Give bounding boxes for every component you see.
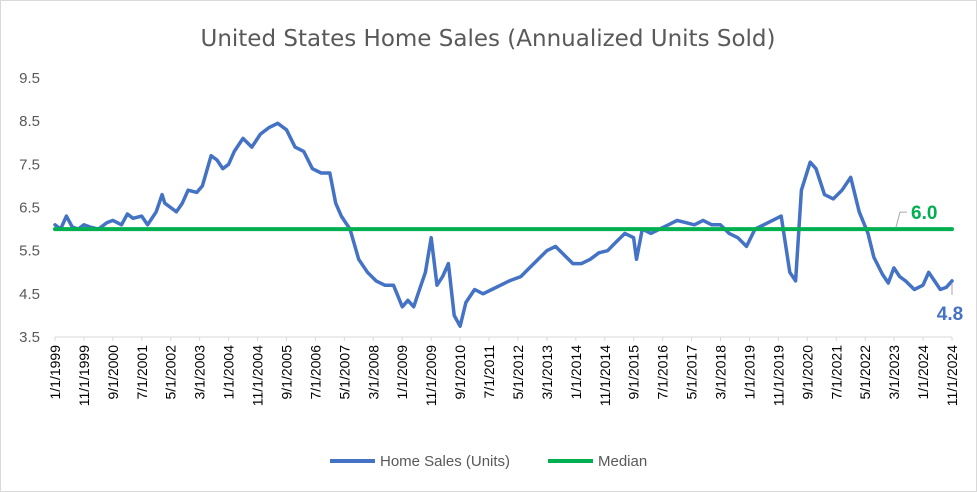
x-tick-label: 3/1/2013 [539, 345, 555, 400]
x-tick-label: 7/1/2011 [481, 345, 497, 399]
x-tick-label: 7/1/2006 [307, 345, 323, 400]
median-callout-leader [895, 211, 907, 228]
annotation-layer: 6.0 4.8 [895, 203, 963, 325]
y-tick-label: 6.5 [19, 200, 40, 217]
x-tick-label: 1/1/2024 [915, 345, 931, 400]
x-tick-label: 11/1/2024 [944, 345, 960, 406]
x-tick-label: 11/1/2014 [597, 345, 613, 406]
x-tick-label: 5/1/2002 [163, 345, 179, 400]
x-tick-label: 9/1/2005 [278, 345, 294, 400]
x-tick-label: 3/1/2008 [365, 345, 381, 400]
x-tick-label: 9/1/2010 [452, 345, 468, 400]
x-tick-label: 1/1/1999 [47, 345, 63, 400]
chart-title: United States Home Sales (Annualized Uni… [200, 26, 775, 52]
x-tick-label: 1/1/2019 [741, 345, 757, 400]
x-tick-label: 11/1/1999 [76, 345, 92, 406]
y-tick-label: 3.5 [19, 329, 40, 346]
x-tick-label: 3/1/2023 [886, 345, 902, 400]
x-tick-label: 11/1/2009 [423, 345, 439, 406]
x-tick-label: 1/1/2014 [568, 345, 584, 400]
x-tick-label: 9/1/2000 [105, 345, 121, 400]
legend-label-home-sales: Home Sales (Units) [380, 453, 510, 470]
legend: Home Sales (Units) Median [330, 453, 647, 470]
y-axis-ticks: 3.5 4.5 5.5 6.5 7.5 8.5 9.5 [19, 70, 40, 346]
series-layer [53, 121, 954, 328]
y-tick-label: 9.5 [19, 70, 40, 87]
series-line-home-sales [53, 121, 954, 328]
x-tick-label: 1/1/2009 [394, 345, 410, 400]
x-tick-label: 11/1/2019 [770, 345, 786, 406]
last-value-label: 4.8 [937, 304, 963, 325]
x-tick-label: 3/1/2003 [192, 345, 208, 400]
x-tick-label: 11/1/2004 [250, 345, 266, 406]
y-tick-label: 8.5 [19, 113, 40, 130]
legend-label-median: Median [598, 453, 647, 470]
x-axis-ticks: 1/1/1999 11/1/1999 9/1/2000 7/1/2001 5/1/200… [47, 337, 960, 406]
x-tick-label: 1/1/2004 [221, 345, 237, 400]
x-tick-label: 5/1/2022 [857, 345, 873, 400]
median-value-label: 6.0 [911, 203, 937, 224]
y-tick-label: 4.5 [19, 286, 40, 303]
x-tick-label: 9/1/2015 [626, 345, 642, 400]
x-tick-label: 5/1/2012 [510, 345, 526, 400]
x-tick-label: 3/1/2018 [713, 345, 729, 400]
x-tick-label: 9/1/2020 [799, 345, 815, 400]
x-tick-label: 5/1/2017 [684, 345, 700, 400]
y-tick-label: 5.5 [19, 243, 40, 260]
y-tick-label: 7.5 [19, 156, 40, 173]
x-tick-label: 7/1/2016 [655, 345, 671, 400]
x-tick-label: 7/1/2001 [134, 345, 150, 400]
x-tick-label: 5/1/2007 [336, 345, 352, 400]
x-tick-label: 7/1/2021 [828, 345, 844, 400]
